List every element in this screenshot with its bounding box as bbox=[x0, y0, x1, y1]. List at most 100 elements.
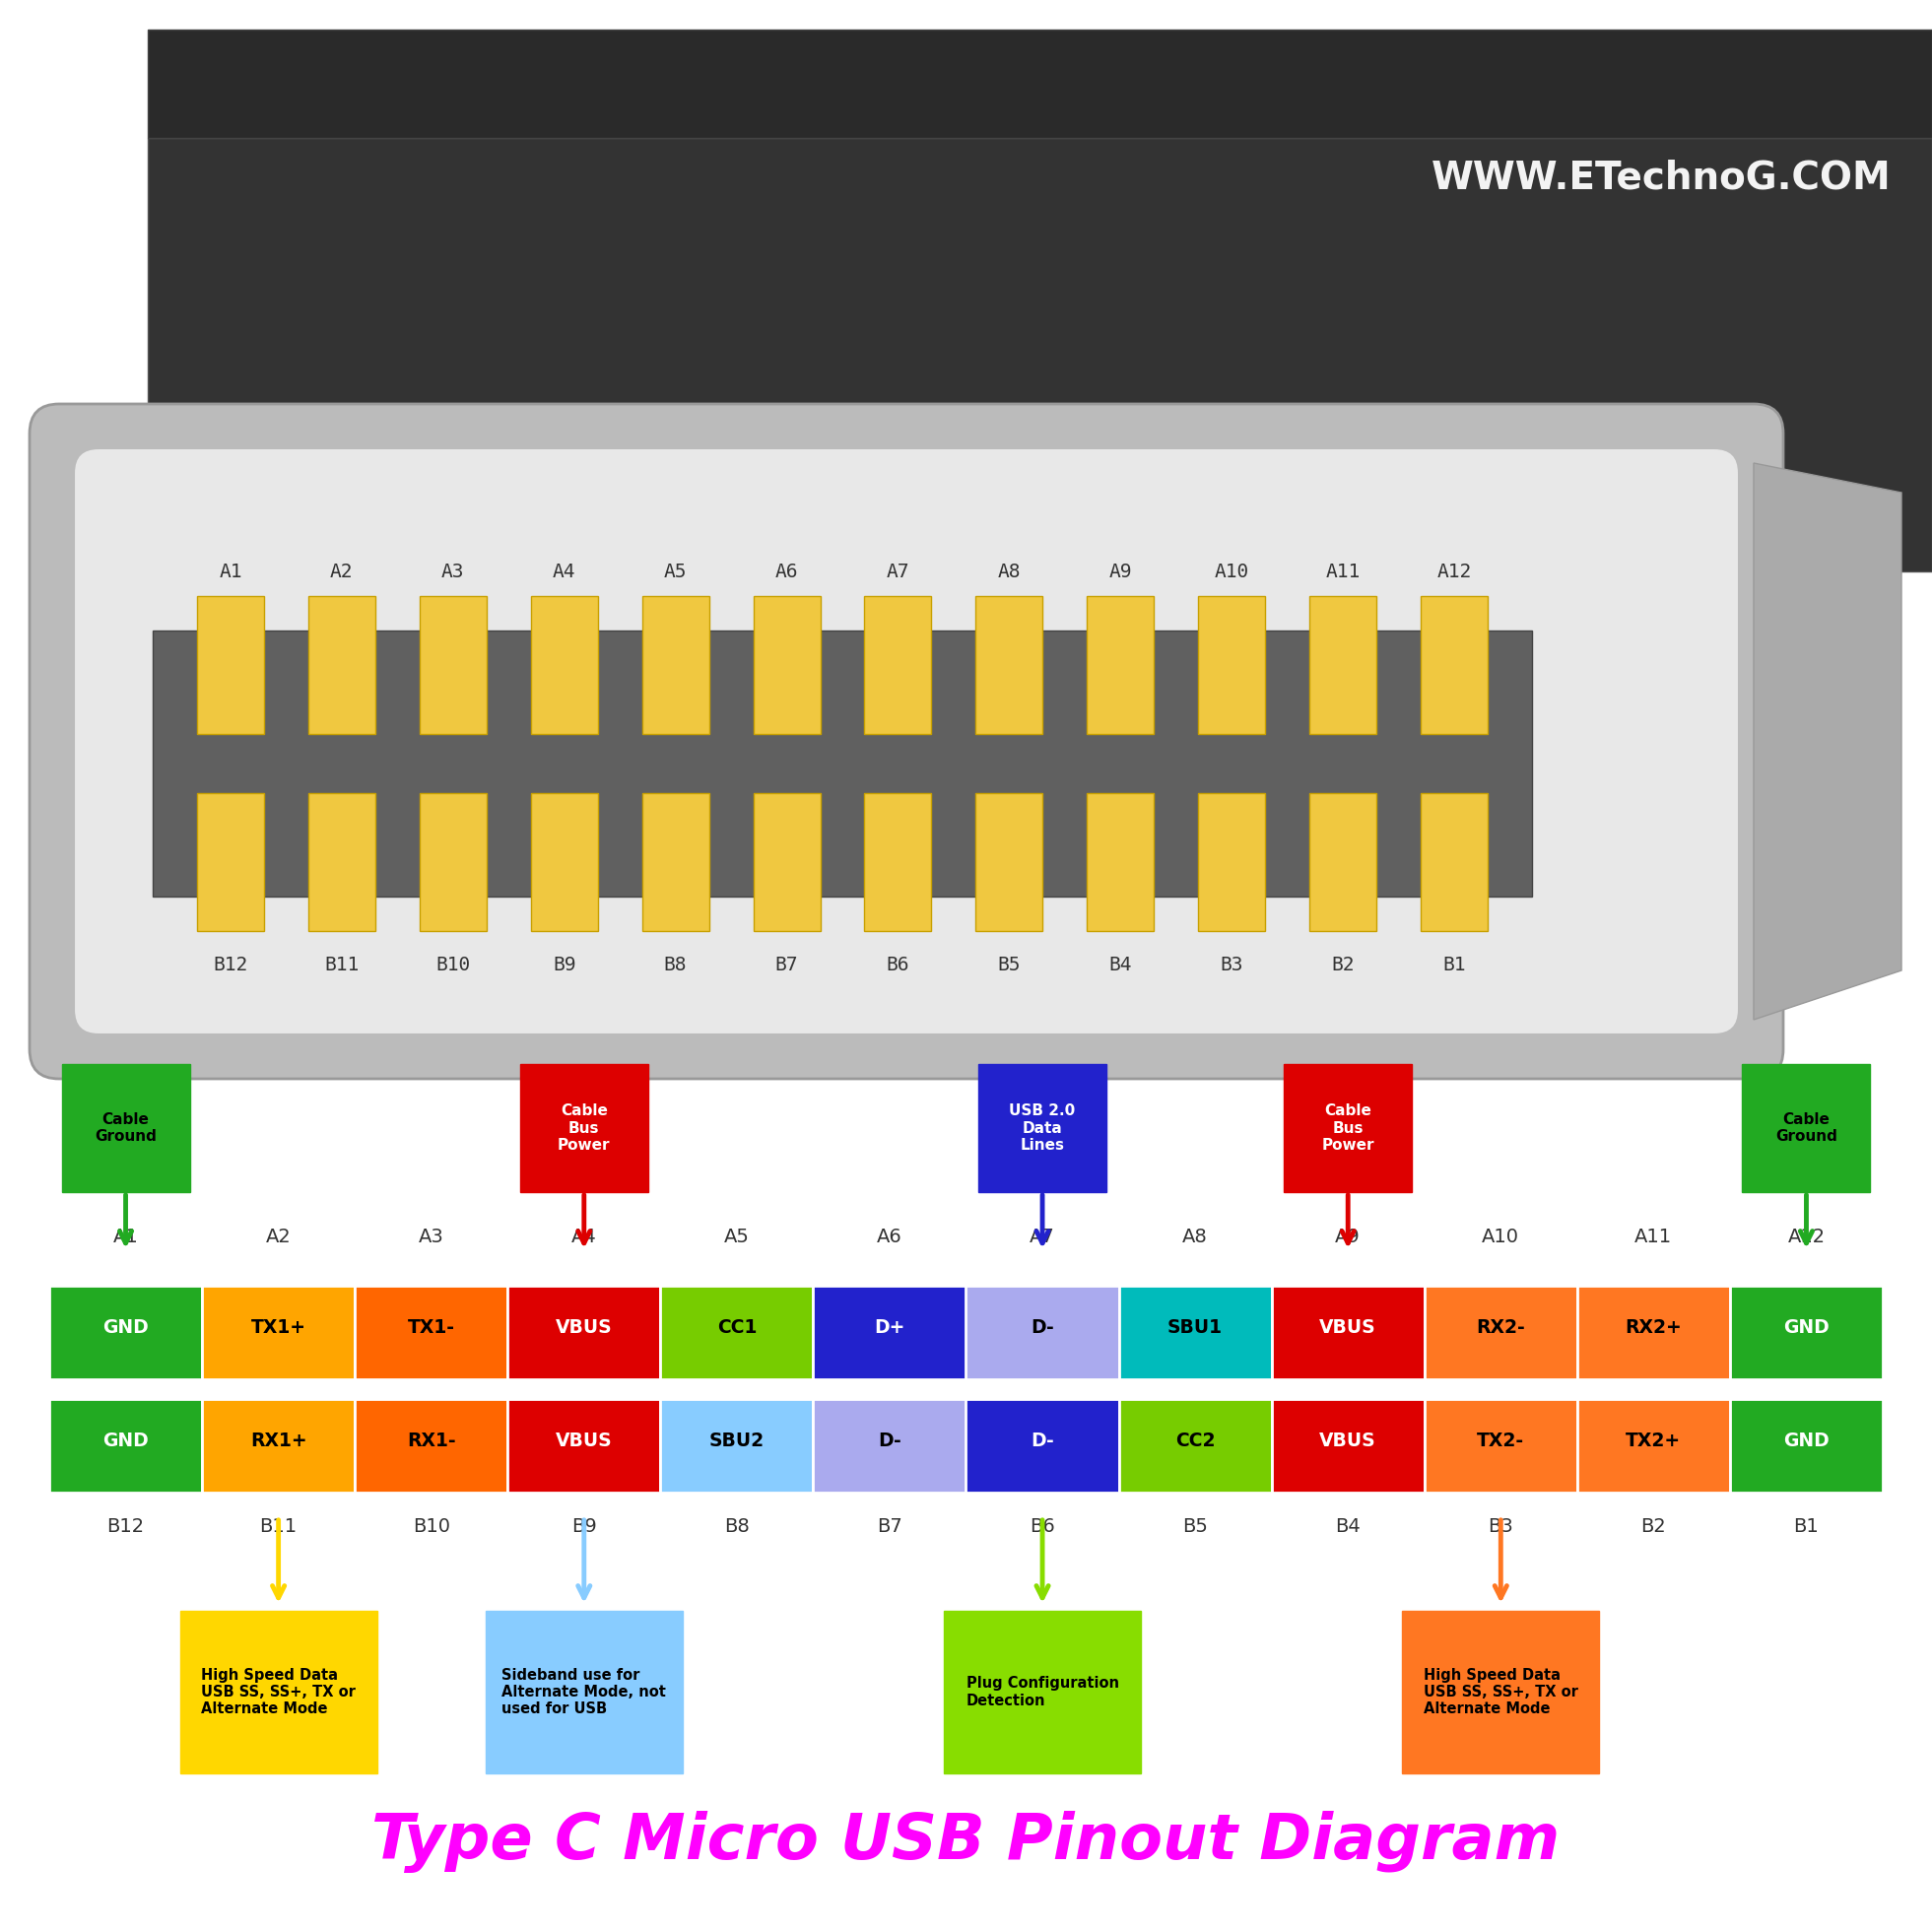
Bar bbox=[1424, 1285, 1577, 1379]
Bar bbox=[661, 1399, 813, 1493]
Text: Cable
Ground: Cable Ground bbox=[95, 1113, 156, 1144]
Text: B5: B5 bbox=[1182, 1517, 1208, 1536]
Text: A7: A7 bbox=[1030, 1227, 1055, 1246]
Bar bbox=[485, 1611, 682, 1774]
Text: A3: A3 bbox=[440, 562, 464, 582]
Bar bbox=[813, 1285, 966, 1379]
Text: VBUS: VBUS bbox=[556, 1432, 612, 1451]
Text: A9: A9 bbox=[1109, 562, 1132, 582]
Text: A2: A2 bbox=[267, 1227, 292, 1246]
Text: B9: B9 bbox=[572, 1517, 597, 1536]
Bar bbox=[1198, 794, 1265, 931]
Bar bbox=[1403, 1611, 1600, 1774]
Bar bbox=[355, 1399, 508, 1493]
Bar bbox=[197, 794, 265, 931]
Text: B7: B7 bbox=[775, 956, 798, 974]
Text: A4: A4 bbox=[553, 562, 576, 582]
Text: GND: GND bbox=[102, 1432, 149, 1451]
Text: A8: A8 bbox=[997, 562, 1020, 582]
Text: High Speed Data
USB SS, SS+, TX or
Alternate Mode: High Speed Data USB SS, SS+, TX or Alter… bbox=[1424, 1667, 1578, 1718]
Bar bbox=[966, 1285, 1119, 1379]
Text: B4: B4 bbox=[1335, 1517, 1360, 1536]
Text: SBU1: SBU1 bbox=[1167, 1318, 1223, 1337]
Text: VBUS: VBUS bbox=[1320, 1432, 1376, 1451]
Bar bbox=[180, 1611, 377, 1774]
Bar bbox=[1198, 597, 1265, 734]
Text: RX2+: RX2+ bbox=[1625, 1318, 1683, 1337]
Text: TX1-: TX1- bbox=[408, 1318, 454, 1337]
Text: TX2+: TX2+ bbox=[1627, 1432, 1681, 1451]
FancyBboxPatch shape bbox=[73, 448, 1739, 1034]
Bar bbox=[976, 794, 1043, 931]
Text: B12: B12 bbox=[213, 956, 247, 974]
Bar bbox=[1310, 597, 1376, 734]
Text: Cable
Bus
Power: Cable Bus Power bbox=[1321, 1103, 1374, 1153]
Text: GND: GND bbox=[1783, 1432, 1830, 1451]
Bar bbox=[1420, 597, 1488, 734]
Text: GND: GND bbox=[102, 1318, 149, 1337]
Text: Cable
Ground: Cable Ground bbox=[1776, 1113, 1837, 1144]
Text: B4: B4 bbox=[1109, 956, 1132, 974]
Text: A7: A7 bbox=[887, 562, 910, 582]
Bar bbox=[1577, 1399, 1729, 1493]
Bar bbox=[661, 1285, 813, 1379]
Text: A12: A12 bbox=[1437, 562, 1472, 582]
Polygon shape bbox=[147, 29, 1932, 137]
Text: A6: A6 bbox=[877, 1227, 902, 1246]
Text: A11: A11 bbox=[1325, 562, 1360, 582]
Bar bbox=[641, 597, 709, 734]
Text: D-: D- bbox=[1030, 1432, 1055, 1451]
Text: A1: A1 bbox=[218, 562, 242, 582]
Text: A3: A3 bbox=[419, 1227, 444, 1246]
Text: RX1+: RX1+ bbox=[249, 1432, 307, 1451]
Text: B7: B7 bbox=[877, 1517, 902, 1536]
Text: CC2: CC2 bbox=[1175, 1432, 1215, 1451]
Text: B9: B9 bbox=[553, 956, 576, 974]
Bar bbox=[1729, 1399, 1884, 1493]
Bar bbox=[1088, 597, 1153, 734]
Bar bbox=[864, 597, 931, 734]
Text: B6: B6 bbox=[887, 956, 910, 974]
Text: Plug Configuration
Detection: Plug Configuration Detection bbox=[966, 1677, 1119, 1708]
Text: TX2-: TX2- bbox=[1478, 1432, 1524, 1451]
Bar bbox=[508, 1399, 661, 1493]
Text: Sideband use for
Alternate Mode, not
used for USB: Sideband use for Alternate Mode, not use… bbox=[502, 1667, 667, 1718]
Text: A10: A10 bbox=[1215, 562, 1250, 582]
Bar bbox=[1424, 1399, 1577, 1493]
Bar bbox=[1577, 1285, 1729, 1379]
Text: D-: D- bbox=[877, 1432, 902, 1451]
Bar bbox=[978, 1065, 1107, 1192]
Bar bbox=[153, 630, 1532, 896]
Text: B12: B12 bbox=[106, 1517, 145, 1536]
Text: B3: B3 bbox=[1221, 956, 1244, 974]
Text: B8: B8 bbox=[724, 1517, 750, 1536]
Text: B2: B2 bbox=[1640, 1517, 1665, 1536]
Bar bbox=[48, 1399, 203, 1493]
Text: B2: B2 bbox=[1331, 956, 1354, 974]
Text: B3: B3 bbox=[1488, 1517, 1513, 1536]
Text: A8: A8 bbox=[1182, 1227, 1208, 1246]
Text: CC1: CC1 bbox=[717, 1318, 757, 1337]
Bar bbox=[147, 137, 1932, 572]
Text: A5: A5 bbox=[665, 562, 688, 582]
Bar bbox=[864, 794, 931, 931]
Bar bbox=[1088, 794, 1153, 931]
Bar bbox=[1285, 1065, 1412, 1192]
Text: RX2-: RX2- bbox=[1476, 1318, 1524, 1337]
Text: Type C Micro USB Pinout Diagram: Type C Micro USB Pinout Diagram bbox=[371, 1810, 1559, 1872]
Text: VBUS: VBUS bbox=[1320, 1318, 1376, 1337]
Bar bbox=[62, 1065, 189, 1192]
Text: A10: A10 bbox=[1482, 1227, 1519, 1246]
Bar bbox=[508, 1285, 661, 1379]
Bar bbox=[355, 1285, 508, 1379]
Bar bbox=[976, 597, 1043, 734]
Text: WWW.ETechnoG.COM: WWW.ETechnoG.COM bbox=[1432, 158, 1891, 195]
Text: TX1+: TX1+ bbox=[251, 1318, 305, 1337]
FancyBboxPatch shape bbox=[29, 404, 1783, 1078]
Text: A11: A11 bbox=[1634, 1227, 1673, 1246]
Bar bbox=[1119, 1399, 1271, 1493]
Bar bbox=[520, 1065, 647, 1192]
Text: B8: B8 bbox=[665, 956, 688, 974]
Bar bbox=[203, 1399, 355, 1493]
Bar bbox=[945, 1611, 1142, 1774]
